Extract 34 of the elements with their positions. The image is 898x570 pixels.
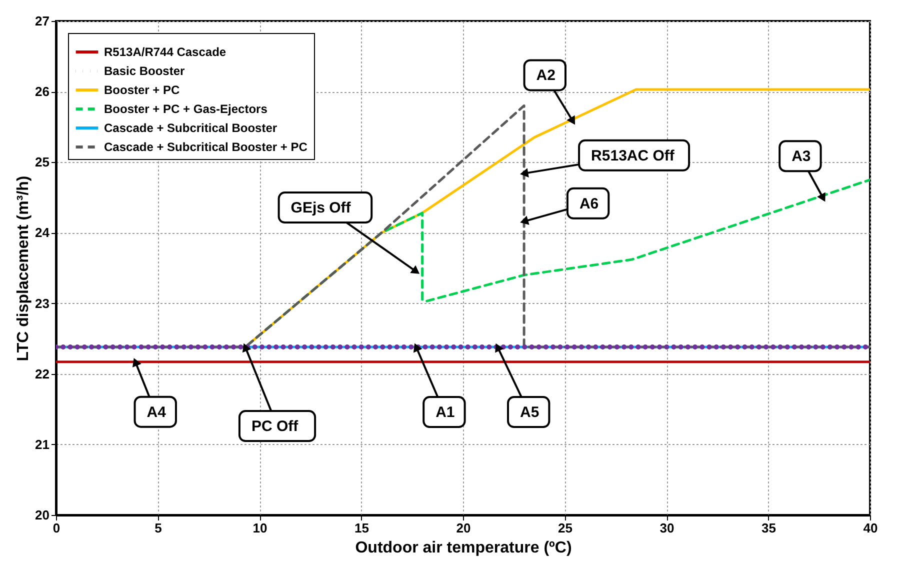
y-tick-label: 26 <box>35 84 50 100</box>
annotation: GEjs Off <box>290 200 352 217</box>
y-tick-label: 27 <box>35 14 50 28</box>
annotation: PC Off <box>251 418 300 436</box>
x-tick-label: 10 <box>252 520 268 536</box>
legend-label: Basic Booster <box>104 64 186 78</box>
x-tick-label: 40 <box>863 520 878 536</box>
legend-label: R513A/R744 Cascade <box>104 45 226 59</box>
annotation: A3 <box>792 148 811 166</box>
annotation: A6 <box>579 195 599 212</box>
annotation: A2 <box>536 67 556 84</box>
y-tick-label: 22 <box>35 366 50 382</box>
legend-label: Booster + PC <box>104 83 180 97</box>
y-tick-label: 21 <box>35 436 50 452</box>
y-axis-title: LTC displacement (m³/h) <box>15 176 32 362</box>
x-tick-label: 20 <box>456 520 471 536</box>
annotation: A4 <box>146 404 167 421</box>
x-axis-title: Outdoor air temperature (ºC) <box>355 540 572 556</box>
x-tick-label: 5 <box>154 520 162 536</box>
x-tick-label: 25 <box>558 520 572 536</box>
legend-label: Cascade + Subcritical Booster <box>104 121 278 135</box>
annotation: A1 <box>436 404 455 422</box>
legend-label: Cascade + Subcritical Booster + PC <box>104 140 308 154</box>
y-tick-label: 20 <box>35 508 50 522</box>
x-tick-label: 15 <box>354 520 369 536</box>
legend-label: Booster + PC + Gas-Ejectors <box>104 102 268 116</box>
x-tick-label: 30 <box>660 520 674 536</box>
x-tick-label: 35 <box>762 520 776 536</box>
y-tick-label: 23 <box>35 296 50 311</box>
annotation: R513AC Off <box>591 147 676 164</box>
y-tick-label: 25 <box>35 154 50 170</box>
x-tick-label: 0 <box>52 520 60 536</box>
y-tick-label: 24 <box>35 225 50 240</box>
annotation: A5 <box>520 404 540 422</box>
